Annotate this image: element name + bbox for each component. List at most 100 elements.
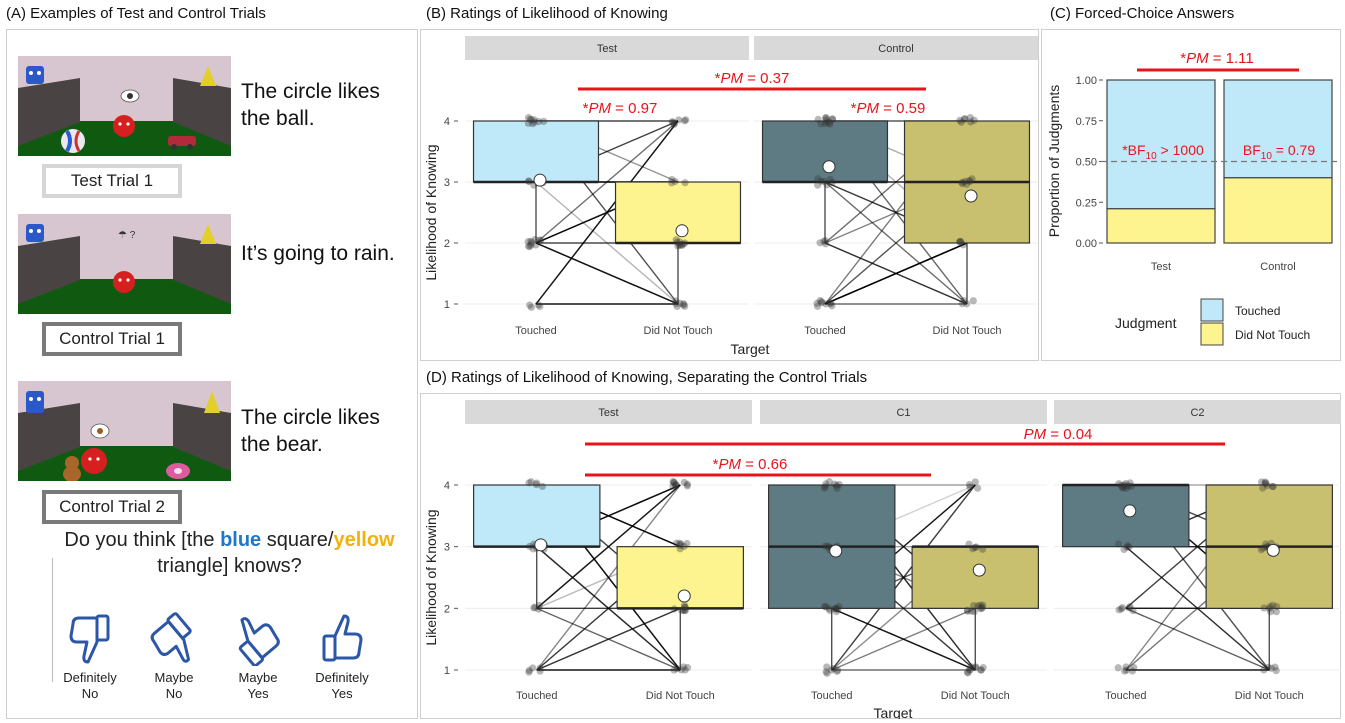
mean-marker — [829, 544, 843, 558]
panel-a-title: (A) Examples of Test and Control Trials — [6, 5, 266, 22]
data-point — [956, 237, 964, 246]
mean-marker — [1266, 543, 1280, 557]
trial-1-caption: The circle likes the ball. — [241, 80, 380, 130]
data-point — [814, 115, 822, 124]
facet-label: Test — [598, 407, 618, 419]
data-point — [675, 241, 683, 249]
y-tick-label: 3 — [444, 177, 450, 189]
y-tick-label: 1 — [444, 665, 450, 677]
data-point — [1269, 482, 1277, 491]
data-point — [1126, 603, 1134, 611]
data-point — [830, 664, 838, 673]
data-point — [828, 115, 837, 123]
data-point — [832, 605, 840, 613]
paired-line — [536, 546, 681, 671]
data-point — [1115, 606, 1123, 614]
thumbs-up-icon — [322, 614, 363, 662]
data-point — [960, 115, 969, 123]
box-touched — [761, 120, 889, 183]
data-point — [683, 482, 691, 490]
data-point — [957, 118, 966, 126]
paired-line — [536, 546, 681, 671]
data-point — [822, 114, 830, 122]
option-maybe-yes[interactable]: Maybe Yes — [218, 612, 298, 702]
data-point — [828, 178, 836, 187]
data-point — [1128, 667, 1137, 675]
data-point — [680, 542, 688, 551]
x-tick-label: Touched — [515, 325, 557, 337]
data-point — [1266, 603, 1274, 611]
data-point — [831, 480, 839, 488]
data-point — [820, 484, 828, 492]
data-point — [965, 177, 973, 185]
data-point — [966, 177, 974, 186]
data-point — [1129, 606, 1137, 615]
data-point — [826, 175, 834, 183]
data-point — [826, 118, 834, 127]
data-point — [967, 118, 975, 126]
facet-strip — [760, 400, 1047, 424]
data-point — [1120, 545, 1128, 554]
data-point — [822, 603, 830, 611]
data-point — [680, 603, 689, 611]
data-point — [964, 607, 972, 615]
data-point — [966, 666, 974, 674]
data-point — [822, 480, 830, 488]
panel-d-title: (D) Ratings of Likelihood of Knowing, Se… — [426, 369, 868, 386]
data-point — [821, 119, 829, 128]
option-maybe-no[interactable]: Maybe No — [134, 612, 214, 702]
legend-label-touched: Touched — [1235, 304, 1280, 318]
data-point — [527, 478, 535, 486]
data-point — [972, 664, 980, 672]
data-point — [1115, 480, 1123, 488]
y-axis-label: Likelihood of Knowing — [423, 509, 439, 645]
data-point — [526, 242, 534, 251]
data-point — [1117, 481, 1125, 490]
paired-line — [535, 181, 679, 305]
question-text-2: square/ — [261, 529, 334, 551]
data-point — [534, 605, 543, 613]
y-tick-label: 0.50 — [1076, 157, 1097, 169]
data-point — [1260, 604, 1268, 612]
data-point — [673, 302, 681, 311]
data-point — [1262, 479, 1270, 488]
option-definitely-no[interactable]: Definitely No — [50, 612, 130, 702]
significance-label: *PM = 1.11 — [1180, 50, 1254, 67]
x-tick-label: Did Not Touch — [1235, 690, 1304, 702]
svg-text:☂ ?: ☂ ? — [118, 230, 136, 241]
data-point — [1114, 664, 1122, 672]
panel-c-frame — [1041, 29, 1341, 361]
question-blue: blue — [220, 529, 262, 551]
option-definitely-yes[interactable]: Definitely Yes — [302, 612, 382, 702]
data-point — [960, 297, 968, 305]
trial-2-label: Control Trial 1 — [42, 322, 182, 356]
paired-line — [1125, 607, 1270, 671]
data-point — [524, 114, 533, 122]
data-point — [1265, 604, 1274, 613]
data-point — [677, 666, 685, 674]
mean-marker — [1123, 504, 1137, 518]
data-point — [1123, 541, 1132, 550]
panel-c-title: (C) Forced-Choice Answers — [1050, 5, 1235, 22]
y-tick-label: 0.25 — [1076, 197, 1097, 209]
data-point — [831, 605, 839, 613]
data-point — [823, 663, 831, 671]
data-point — [676, 238, 684, 246]
data-point — [979, 545, 987, 553]
data-point — [532, 241, 540, 249]
data-point — [1125, 604, 1133, 612]
data-point — [827, 299, 835, 307]
data-point — [966, 483, 974, 491]
data-point — [1262, 540, 1270, 548]
bayes-factor-control: BF10 = 0.79 — [1243, 142, 1315, 162]
data-point — [971, 478, 979, 486]
paired-line — [536, 546, 681, 671]
data-point — [524, 119, 533, 127]
data-point — [679, 301, 688, 309]
thumbs-tilted-up-icon — [238, 617, 280, 666]
question-text-1: Do you think [the — [64, 529, 221, 551]
data-point — [970, 608, 978, 616]
data-point — [675, 539, 684, 547]
option-1-line1: Definitely — [63, 670, 117, 685]
significance-label: *PM = 0.66 — [713, 456, 788, 473]
